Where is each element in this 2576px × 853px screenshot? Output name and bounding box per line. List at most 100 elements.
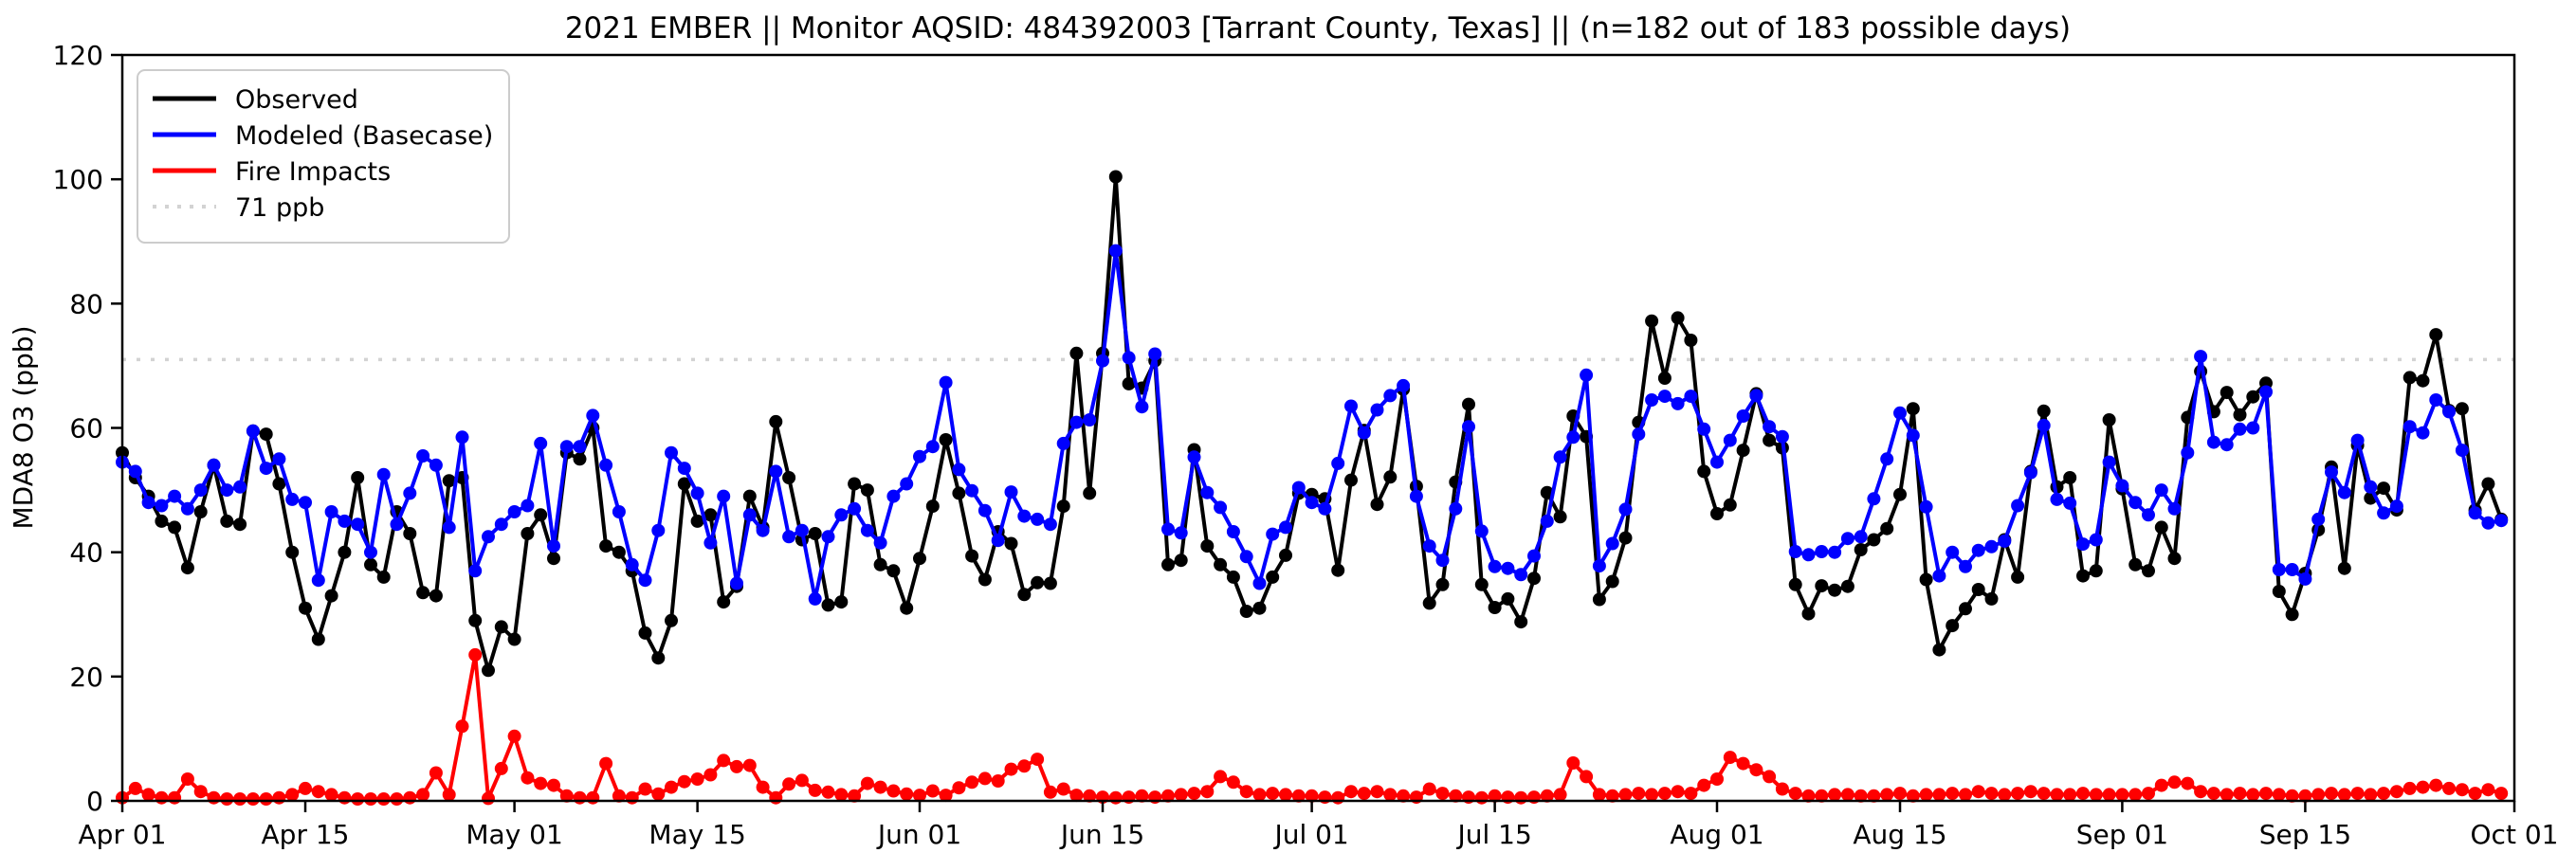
data-point bbox=[1252, 788, 1267, 802]
data-point bbox=[939, 433, 953, 446]
data-point bbox=[1828, 583, 1842, 597]
data-point bbox=[1736, 756, 1750, 771]
data-point bbox=[1788, 577, 1802, 591]
data-point bbox=[1252, 601, 1267, 615]
data-point bbox=[534, 436, 548, 450]
legend-label: Observed bbox=[235, 85, 358, 115]
modeled-basecase-series-markers bbox=[116, 244, 2509, 606]
data-point bbox=[782, 530, 796, 544]
data-point bbox=[2181, 776, 2195, 790]
data-point bbox=[233, 480, 247, 494]
data-point bbox=[1723, 751, 1737, 765]
data-point bbox=[299, 781, 312, 795]
fire-impacts-series-line bbox=[120, 652, 2502, 801]
data-point bbox=[1893, 487, 1907, 501]
data-point bbox=[2325, 465, 2338, 480]
data-point bbox=[351, 792, 365, 806]
data-point bbox=[2442, 781, 2457, 795]
data-point bbox=[1998, 788, 2012, 802]
data-point bbox=[416, 788, 430, 802]
data-point bbox=[1108, 244, 1123, 258]
data-point bbox=[2494, 514, 2509, 528]
data-point bbox=[324, 505, 338, 518]
data-point bbox=[2142, 564, 2155, 578]
data-point bbox=[1488, 789, 1502, 803]
data-point bbox=[1397, 378, 1411, 392]
data-point bbox=[612, 505, 626, 518]
data-point bbox=[848, 477, 862, 491]
data-point bbox=[1279, 548, 1292, 562]
data-point bbox=[1239, 550, 1253, 564]
data-point bbox=[1474, 790, 1489, 805]
data-point bbox=[2259, 787, 2273, 801]
data-point bbox=[1684, 390, 1698, 404]
data-point bbox=[1266, 570, 1280, 584]
data-point bbox=[1422, 539, 1436, 554]
data-point bbox=[193, 505, 208, 518]
data-point bbox=[1214, 770, 1228, 784]
observed-series-line bbox=[120, 174, 2504, 673]
data-point bbox=[2481, 477, 2495, 491]
data-point bbox=[482, 791, 495, 806]
data-point bbox=[1580, 368, 1594, 382]
data-point bbox=[1657, 372, 1672, 385]
data-point bbox=[808, 783, 822, 797]
data-point bbox=[168, 520, 182, 535]
data-point bbox=[1971, 543, 1985, 557]
data-point bbox=[2377, 506, 2391, 520]
data-point bbox=[494, 761, 508, 775]
data-point bbox=[507, 505, 521, 518]
data-point bbox=[717, 753, 731, 768]
data-point bbox=[1344, 473, 1358, 487]
data-point bbox=[141, 496, 155, 510]
data-point bbox=[351, 471, 365, 484]
data-point bbox=[677, 774, 691, 789]
data-point bbox=[651, 787, 666, 801]
data-point bbox=[2220, 788, 2234, 802]
data-point bbox=[2402, 781, 2417, 795]
data-point bbox=[2259, 385, 2273, 399]
data-point bbox=[952, 486, 966, 500]
data-point bbox=[2194, 350, 2208, 364]
data-point bbox=[1775, 782, 1789, 796]
data-point bbox=[2089, 788, 2103, 802]
data-point bbox=[1108, 170, 1123, 184]
data-point bbox=[1043, 576, 1057, 590]
data-point bbox=[1252, 576, 1267, 590]
legend-item-modeled-basecase: Modeled (Basecase) bbox=[153, 121, 493, 151]
data-point bbox=[1305, 789, 1319, 803]
data-point bbox=[299, 601, 312, 615]
data-point bbox=[2154, 520, 2168, 535]
data-point bbox=[1801, 607, 1816, 621]
data-point bbox=[534, 508, 548, 522]
data-point bbox=[1788, 545, 1802, 558]
data-point bbox=[2494, 787, 2509, 801]
data-point bbox=[573, 790, 587, 805]
data-point bbox=[1108, 790, 1123, 805]
data-point bbox=[2298, 789, 2312, 803]
data-point bbox=[925, 784, 940, 798]
data-point bbox=[1174, 788, 1188, 802]
data-point bbox=[1462, 420, 1475, 434]
data-point bbox=[272, 477, 286, 491]
data-point bbox=[2011, 570, 2025, 584]
data-point bbox=[1697, 422, 1711, 436]
data-point bbox=[1971, 785, 1985, 799]
data-point bbox=[534, 776, 548, 790]
data-point bbox=[1370, 785, 1384, 799]
data-point bbox=[665, 780, 678, 794]
data-point bbox=[299, 496, 312, 510]
data-point bbox=[2167, 775, 2182, 789]
data-point bbox=[376, 792, 391, 806]
data-point bbox=[1514, 615, 1528, 629]
legend-item-observed: Observed bbox=[153, 85, 358, 115]
data-point bbox=[1161, 789, 1175, 803]
data-point bbox=[1043, 517, 1057, 532]
data-point bbox=[1801, 789, 1816, 803]
x-tick-label: Aug 01 bbox=[1670, 819, 1763, 850]
legend-box bbox=[137, 69, 510, 244]
data-point bbox=[1632, 427, 1646, 442]
data-point bbox=[1959, 788, 1972, 802]
data-point bbox=[795, 523, 809, 537]
data-point bbox=[1867, 533, 1881, 547]
